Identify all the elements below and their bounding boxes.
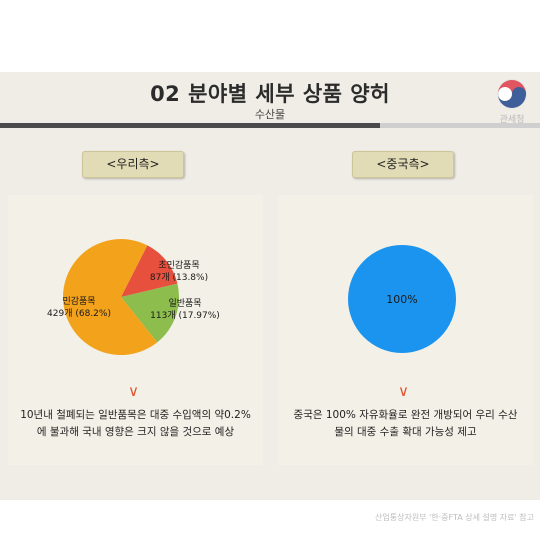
- description-korea-line1: 10년내 철폐되는 일반품목은 대중 수입액의 약0.2%: [20, 409, 251, 421]
- slice-value-label: 429개 (68.2%): [47, 308, 111, 319]
- description-korea-line2: 에 불과해 국내 영향은 크지 않을 것으로 예상: [36, 426, 235, 438]
- pie-chart-china: 100%: [348, 245, 456, 353]
- page-subtitle: 수산물: [254, 108, 286, 121]
- pie-slice: [121, 283, 179, 343]
- pie-slice: [121, 245, 178, 297]
- title-underline-light: [380, 123, 540, 128]
- panel-korea: 초민감품목 87개 (13.8%) 일반품목 113개 (17.97%) 민감품목 429…: [8, 195, 263, 465]
- slice-value-label: 113개 (17.97%): [150, 310, 220, 321]
- pie-slice: [63, 238, 158, 355]
- slice-value-label: 100%: [386, 293, 417, 306]
- slice-label: 초민감품목: [158, 259, 199, 271]
- description-korea: 10년내 철폐되는 일반품목은 대중 수입액의 약0.2% 에 불과해 국내 영…: [8, 407, 263, 441]
- customs-logo-icon: [497, 79, 527, 109]
- chevron-down-icon: ∨: [398, 382, 409, 400]
- source-note: 산업통상자원부 '한·중FTA 상세 설명 자료' 참고: [375, 513, 534, 522]
- page-title: 02 분야별 세부 상품 양허: [150, 82, 390, 106]
- slice-label: 민감품목: [62, 295, 95, 307]
- label-china-side: <중국측>: [352, 151, 454, 178]
- slice-label: 일반품목: [168, 298, 201, 309]
- slice-value-label: 87개 (13.8%): [150, 272, 208, 283]
- title-underline-dark: [0, 123, 380, 128]
- pie-slice: [348, 245, 456, 353]
- chevron-down-icon: ∨: [128, 382, 139, 400]
- description-china-line1: 중국은 100% 자유화율로 완전 개방되어 우리 수산: [293, 409, 518, 421]
- description-china: 중국은 100% 자유화율로 완전 개방되어 우리 수산 물의 대중 수출 확대…: [278, 407, 533, 441]
- logo-text: 관세청: [499, 115, 525, 125]
- description-china-line2: 물의 대중 수출 확대 가능성 제고: [334, 426, 477, 438]
- label-korea-side: <우리측>: [82, 151, 184, 178]
- panel-china: 100% ∨ 중국은 100% 자유화율로 완전 개방되어 우리 수산 물의 대…: [278, 195, 533, 465]
